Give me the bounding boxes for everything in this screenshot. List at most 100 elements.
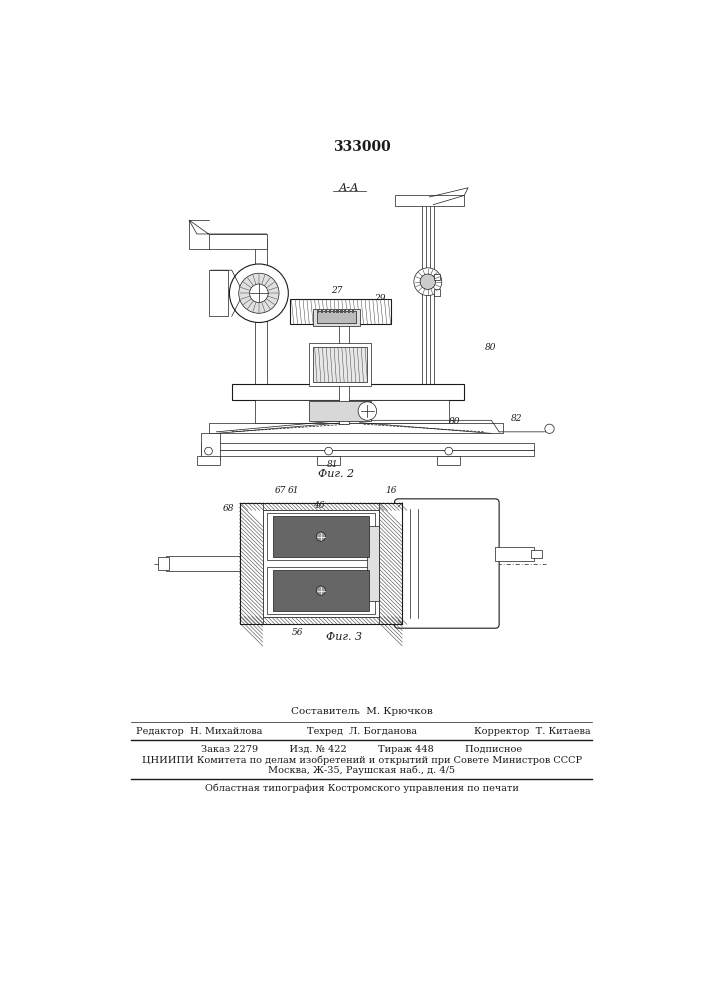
Bar [325,309,327,313]
Bar [421,201,434,409]
Bar [273,570,369,611]
Bar [426,201,430,409]
Text: 83: 83 [354,402,365,411]
Text: 29: 29 [366,294,385,309]
Circle shape [358,402,377,420]
Text: Корректор  Т. Китаева: Корректор Т. Китаева [474,727,590,736]
Circle shape [325,447,332,455]
Bar [209,270,228,316]
Bar [321,309,323,313]
Bar [340,309,343,313]
Text: 80: 80 [449,417,460,426]
Bar [531,550,542,558]
Bar [255,400,449,423]
Text: Областная типография Костромского управления по печати: Областная типография Костромского управл… [205,784,519,793]
Bar [313,309,360,326]
Bar [273,516,369,557]
Bar [317,311,356,323]
Text: 82: 82 [510,414,522,423]
Bar [209,423,503,433]
Bar [201,450,534,456]
Bar [437,456,460,465]
Bar [352,309,354,313]
Bar [201,433,220,460]
Text: 333000: 333000 [333,140,391,154]
Bar [197,456,220,465]
Bar [209,423,503,433]
Bar [339,324,349,424]
Bar [309,401,371,421]
Bar [267,513,375,560]
Text: 80: 80 [485,343,497,352]
Bar [434,274,440,280]
Text: 17: 17 [309,521,321,530]
Bar [290,299,391,324]
Text: 68: 68 [223,504,234,513]
Bar [232,384,464,400]
Text: 61: 61 [288,486,300,495]
Circle shape [316,586,325,595]
Bar [201,433,220,460]
Circle shape [445,447,452,455]
Bar [240,503,402,510]
Text: 38: 38 [348,517,359,526]
Bar [329,309,331,313]
Text: Фиг. 2: Фиг. 2 [318,469,354,479]
Bar [317,456,340,465]
Bar [240,617,402,624]
Bar [313,347,368,382]
Bar [255,239,267,401]
Text: 81: 81 [327,460,338,469]
Bar [240,503,263,624]
Bar [531,550,542,558]
Circle shape [250,284,268,302]
Circle shape [239,273,279,313]
Bar [240,503,402,624]
Bar [317,456,340,465]
Bar [368,526,379,601]
Bar [197,456,220,465]
Bar [495,547,534,561]
Text: 51: 51 [303,548,314,557]
Bar [395,195,464,206]
Text: Заказ 2279          Изд. № 422          Тираж 448          Подписное: Заказ 2279 Изд. № 422 Тираж 448 Подписно… [201,745,522,754]
Bar [209,234,267,249]
Bar [158,557,169,570]
Circle shape [545,424,554,433]
Bar [309,401,371,421]
Bar [232,384,464,400]
FancyBboxPatch shape [395,499,499,628]
Text: Фиг. 3: Фиг. 3 [326,632,362,642]
Bar [434,289,440,296]
Bar [158,557,169,570]
Bar [437,456,460,465]
Bar [267,567,375,614]
Bar [263,510,379,617]
Text: Редактор  Н. Михайлова: Редактор Н. Михайлова [136,727,263,736]
Text: 67: 67 [275,486,286,495]
Circle shape [204,447,212,455]
Bar [421,201,434,409]
Text: 41: 41 [323,527,334,536]
Circle shape [230,264,288,323]
Bar [344,309,346,313]
Text: Составитель  М. Крючков: Составитель М. Крючков [291,707,433,716]
Bar [201,443,534,450]
Bar [332,309,335,313]
Text: 46: 46 [313,500,325,510]
Bar [337,309,339,313]
Bar [348,309,351,313]
Bar [395,195,464,206]
Text: ЦНИИПИ Комитета по делам изобретений и открытий при Совете Министров СССР: ЦНИИПИ Комитета по делам изобретений и о… [142,755,582,765]
Bar [255,239,267,401]
Text: Техред  Л. Богданова: Техред Л. Богданова [307,727,417,736]
Bar [166,556,240,571]
Text: 27: 27 [331,286,343,301]
Bar [379,503,402,624]
Bar [309,343,371,386]
Circle shape [316,532,325,541]
Text: 56: 56 [292,628,303,637]
Text: А-А: А-А [339,183,359,193]
Circle shape [414,268,442,296]
Text: Москва, Ж-35, Раушская наб., д. 4/5: Москва, Ж-35, Раушская наб., д. 4/5 [269,765,455,775]
